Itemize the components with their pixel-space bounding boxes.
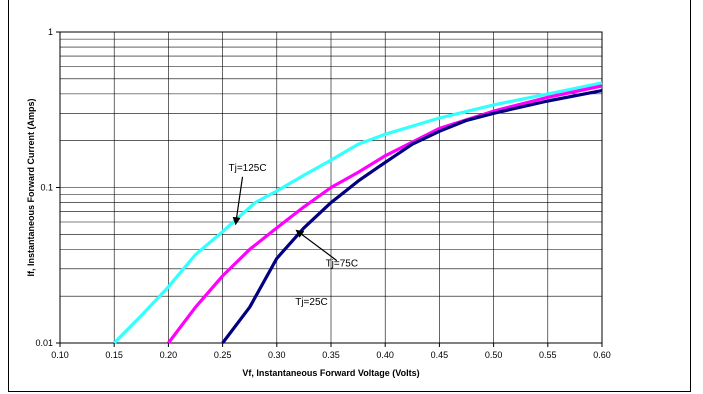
x-tick-label: 0.30 xyxy=(268,350,286,360)
chart-frame xyxy=(8,0,691,392)
annotation-tj-125c-arrow xyxy=(232,176,244,226)
series-annotations: Tj=125C Tj=75C Tj=25C xyxy=(228,163,358,308)
x-axis-label: Vf, Instantaneous Forward Voltage (Volts… xyxy=(242,368,419,378)
y-tick-label: 0.1 xyxy=(40,183,53,193)
x-tick-label: 0.55 xyxy=(539,350,557,360)
x-tick-label: 0.35 xyxy=(322,350,340,360)
y-tick-label: 0.01 xyxy=(35,338,53,348)
x-tick-label: 0.50 xyxy=(485,350,503,360)
x-tick-label: 0.40 xyxy=(376,350,394,360)
x-axis-ticks: 0.10 0.15 0.20 0.25 0.30 0.35 0.40 0.45 0.50 0.55… xyxy=(51,343,611,360)
x-tick-label: 0.60 xyxy=(593,350,611,360)
series-line-tj-75c xyxy=(167,84,603,344)
series-lines xyxy=(113,81,603,345)
annotation-tj-75c-label: Tj=75C xyxy=(326,259,359,270)
y-axis-label: If, Instantaneous Forward Current (Amps) xyxy=(26,98,36,276)
y-axis-ticks: 0.01 0.1 1 xyxy=(35,27,60,348)
x-tick-label: 0.15 xyxy=(105,350,123,360)
x-tick-label: 0.20 xyxy=(160,350,178,360)
x-tick-label: 0.10 xyxy=(51,350,69,360)
y-tick-label: 1 xyxy=(48,27,53,37)
x-tick-label: 0.25 xyxy=(214,350,232,360)
annotation-tj-25c-label: Tj=25C xyxy=(295,297,328,308)
x-tick-label: 0.45 xyxy=(431,350,449,360)
annotation-tj-75c-arrow xyxy=(295,229,338,262)
series-line-tj-125c xyxy=(113,81,603,345)
annotation-tj-125c-label: Tj=125C xyxy=(228,163,266,174)
series-line-tj-25c xyxy=(221,89,603,344)
